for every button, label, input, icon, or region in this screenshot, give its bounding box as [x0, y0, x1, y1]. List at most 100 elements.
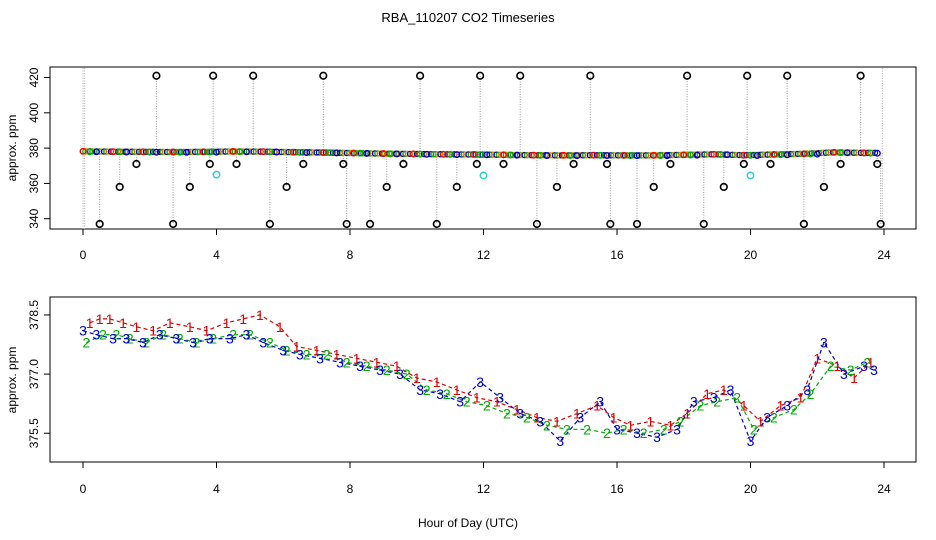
bottom-series-3-marker: 3: [336, 354, 344, 370]
top-series-2-point: [476, 151, 484, 159]
bottom-series-1-marker: 1: [626, 417, 634, 433]
bottom-series-3-marker: 3: [92, 327, 100, 343]
bottom-series-2-marker: 2: [193, 335, 201, 351]
bottom-series-3-marker: 3: [496, 390, 504, 406]
top-y-tick-label: 360: [27, 173, 41, 193]
top-series-2-point: [236, 148, 244, 156]
bottom-series-3-marker: 3: [476, 374, 484, 390]
top-series-3-point: [303, 149, 311, 156]
top-flagged-point: [479, 171, 488, 180]
top-series-1-point: [79, 147, 87, 155]
bottom-series-2-marker: 2: [463, 394, 471, 410]
bottom-series-3-marker: 3: [727, 382, 735, 398]
bottom-series-1-marker: 1: [353, 350, 361, 366]
top-series-3-point: [483, 151, 491, 159]
top-calibration-point: [115, 182, 124, 192]
bottom-series-2-marker: 2: [99, 327, 107, 343]
bottom-series-3-marker: 3: [516, 406, 524, 422]
bottom-series-3-marker: 3: [139, 335, 147, 351]
bottom-series-3-marker: 3: [536, 413, 544, 429]
bottom-x-tick-label: 12: [477, 482, 491, 496]
top-calibration-point: [249, 71, 258, 80]
top-series-2-point: [626, 152, 634, 159]
bottom-series-3-marker: 3: [279, 342, 287, 358]
bottom-series-1-marker: 1: [850, 370, 858, 386]
top-calibration-point: [169, 219, 178, 229]
top-series-3-point: [243, 148, 250, 156]
bottom-series-1-marker: 1: [797, 390, 805, 406]
top-series-2-point: [506, 151, 514, 159]
bottom-series-1-marker: 1: [473, 390, 481, 406]
top-series-2-point: [536, 151, 544, 159]
bottom-series-2-marker: 2: [323, 346, 331, 362]
bottom-series-3-marker: 3: [173, 331, 181, 347]
top-calibration-point: [876, 219, 885, 229]
top-series-2-point: [717, 151, 724, 158]
top-series-1-point: [530, 151, 538, 159]
top-flagged-point: [746, 171, 755, 180]
top-plot-frame: [49, 66, 917, 230]
top-series-3-point: [273, 148, 281, 156]
bottom-series-3-marker: 3: [633, 425, 641, 441]
bottom-series-3-marker: 3: [226, 331, 234, 347]
bottom-series-3-marker: 3: [747, 433, 755, 449]
bottom-series-3-marker: 3: [316, 350, 324, 366]
bottom-series-3-marker: 3: [243, 327, 251, 343]
bottom-series-1-marker: 1: [96, 311, 104, 327]
top-calibration-point: [209, 71, 218, 80]
top-y-axis-label: approx. ppm: [5, 115, 19, 182]
top-calibration-point: [739, 159, 748, 169]
top-calibration-point: [452, 182, 461, 192]
top-series-1-point: [620, 151, 628, 159]
top-calibration-point: [632, 219, 642, 229]
bottom-series-3-marker: 3: [653, 429, 661, 445]
top-series-2-point: [206, 148, 214, 156]
bottom-series-2-marker: 2: [159, 327, 167, 343]
bottom-series-1-marker: 1: [276, 319, 284, 335]
top-data-marks: [79, 71, 885, 229]
chart-title: RBA_110207 CO2 Timeseries: [381, 10, 555, 25]
top-calibration-point: [185, 182, 194, 192]
top-series-1-point: [199, 148, 207, 156]
bottom-series-1-marker: 1: [833, 358, 841, 374]
top-series-1-point: [860, 149, 868, 157]
bottom-series-2-marker: 2: [112, 327, 120, 343]
bottom-series-2-marker: 2: [423, 382, 431, 398]
top-calibration-point: [602, 159, 612, 169]
bottom-x-tick-label: 20: [744, 482, 758, 496]
top-series-1-point: [379, 150, 387, 158]
top-x-tick-label: 12: [477, 248, 491, 262]
top-series-3-point: [753, 152, 761, 159]
top-calibration-point: [342, 219, 351, 229]
bottom-series-1-marker: 1: [186, 319, 194, 335]
top-y-axis: 340 360 380 400 420: [27, 67, 50, 229]
bottom-x-tick-label: 16: [610, 482, 624, 496]
top-series-2-point: [867, 149, 875, 157]
bottom-series-3-marker: 3: [396, 366, 404, 382]
bottom-series-3-marker: 3: [710, 390, 718, 406]
bottom-y-tick-label: 377.0: [27, 359, 41, 389]
top-series-1-point: [289, 148, 297, 156]
bottom-series-2-marker: 2: [246, 327, 254, 343]
top-calibration-point: [666, 159, 675, 169]
bottom-series-2-marker: 2: [603, 425, 611, 441]
top-series-1-point: [740, 151, 748, 159]
top-calibration-point: [719, 182, 728, 192]
bottom-series-1-marker: 1: [133, 319, 141, 335]
bottom-series-2-marker: 2: [750, 421, 758, 437]
bottom-series-1-marker: 1: [777, 398, 785, 414]
bottom-series-1-marker: 1: [453, 382, 461, 398]
bottom-series-3-marker: 3: [156, 327, 164, 343]
bottom-series-2-marker: 2: [863, 354, 871, 370]
bottom-series-1-line: [89, 314, 872, 426]
top-x-tick-label: 24: [877, 248, 891, 262]
bottom-series-2-marker: 2: [790, 402, 798, 418]
bottom-series-2-marker: 2: [266, 335, 274, 351]
top-calibration-point: [382, 182, 391, 192]
bottom-series-1-marker: 1: [703, 386, 711, 402]
top-series-3-point: [513, 151, 521, 159]
bottom-series-1-marker: 1: [533, 409, 541, 425]
bottom-series-2-marker: 2: [483, 398, 491, 414]
bottom-series-1-marker: 1: [513, 402, 521, 418]
